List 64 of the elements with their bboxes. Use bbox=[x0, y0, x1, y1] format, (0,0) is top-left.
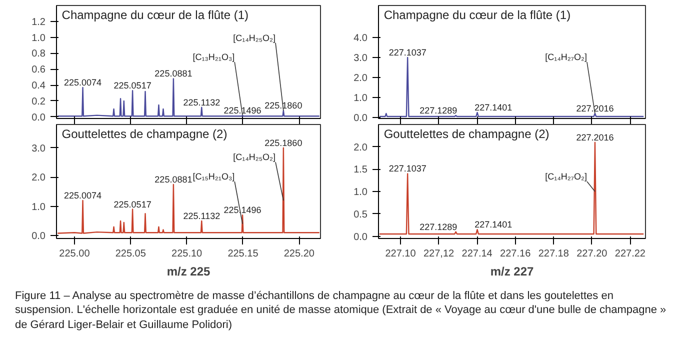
annotation: [C₁₄H₂₇O₂] bbox=[545, 52, 587, 62]
x-tick-label: 227.10 bbox=[385, 248, 416, 260]
annotation: 225.0517 bbox=[114, 199, 152, 210]
annotation: 225.0881 bbox=[154, 174, 192, 184]
x-tick-label: 227.16 bbox=[500, 248, 532, 260]
line-series bbox=[57, 147, 320, 234]
x-tick-label: 227.22 bbox=[614, 248, 646, 260]
x-tick-label: 227.20 bbox=[576, 248, 608, 260]
x-tick-label: 225.15 bbox=[228, 248, 259, 260]
annotation: 227.1289 bbox=[420, 106, 458, 116]
x-axis-title: m/z 225 bbox=[166, 264, 211, 278]
chart-title: Gouttelettes de champagne (2) bbox=[384, 126, 550, 141]
y-tick-label: 0.2 bbox=[32, 96, 46, 108]
y-tick-label: 2.0 bbox=[32, 172, 46, 184]
y-tick-label: 0.4 bbox=[32, 80, 46, 92]
annotation: 227.1289 bbox=[420, 222, 458, 232]
y-tick-label: 1.0 bbox=[354, 93, 368, 104]
y-tick-label: 1.0 bbox=[32, 202, 46, 213]
y-tick-label: 0.0 bbox=[354, 232, 368, 243]
annotation: 227.2016 bbox=[576, 132, 614, 142]
annotation: 225.1132 bbox=[183, 97, 220, 108]
x-tick-label: 227.18 bbox=[538, 248, 570, 260]
x-tick-label: 227.14 bbox=[462, 248, 493, 260]
annotation: 225.0517 bbox=[114, 80, 152, 91]
y-tick-label: 1.5 bbox=[354, 164, 368, 176]
y-tick-label: 3.0 bbox=[32, 143, 46, 154]
annotation: 225.0881 bbox=[154, 68, 192, 79]
x-tick-label: 225.00 bbox=[59, 248, 90, 260]
x-axis-title: m/z 227 bbox=[490, 264, 534, 278]
x-tick-label: 225.05 bbox=[115, 248, 146, 260]
annotation: [C₁₄H₂₅O₂] bbox=[233, 32, 276, 43]
y-tick-label: 1.0 bbox=[354, 187, 368, 198]
x-tick-label: 225.20 bbox=[284, 248, 315, 260]
y-tick-label: 0.5 bbox=[354, 209, 368, 220]
y-tick-label: 2.0 bbox=[354, 73, 368, 84]
caption: Figure 11 – Analyse au spectromètre de masse d’échantillons de champagne au cœur de la flûte et dans les goutelettes en suspension. L'échelle horizontale est graduée en unité de masse atomique (Extrait de « Voyage au cœur d'une bulle de champagne » de Gérard Liger-Belair et Guillaume Polidori) bbox=[15, 289, 668, 332]
annotation: 225.0074 bbox=[64, 190, 102, 200]
y-tick-label: 2.0 bbox=[354, 142, 368, 154]
annotation: [C₁₅H₂₁O₃] bbox=[192, 172, 235, 182]
annotation: 227.1401 bbox=[474, 102, 512, 112]
annotation: [C₁₄H₂₅O₂] bbox=[233, 152, 276, 162]
chart-title: Gouttelettes de champagne (2) bbox=[62, 126, 228, 141]
y-tick-label: 1.2 bbox=[32, 16, 46, 28]
annotation: 227.1037 bbox=[388, 48, 426, 58]
annotation: 225.1860 bbox=[264, 138, 302, 148]
line-series bbox=[378, 142, 644, 235]
y-tick-label: 0.0 bbox=[354, 113, 368, 124]
x-tick-label: 227,12 bbox=[423, 248, 455, 260]
annotation: 227.1401 bbox=[474, 220, 512, 230]
annotation: [C₁₃H₂₁O₃] bbox=[192, 52, 235, 62]
y-tick-label: 0.6 bbox=[32, 64, 46, 76]
chart-title: Champagne du cœur de la flûte (1) bbox=[384, 8, 571, 22]
y-tick-label: 0.0 bbox=[32, 112, 46, 124]
y-tick-label: 4.0 bbox=[354, 33, 368, 44]
annotation: [C₁₄H₂₇O₂] bbox=[545, 172, 587, 182]
y-tick-label: 0.8 bbox=[32, 48, 46, 60]
y-tick-label: 1.0 bbox=[32, 32, 46, 44]
y-tick-label: 0.0 bbox=[32, 231, 46, 242]
annotation: 225.1132 bbox=[183, 210, 220, 221]
chart-title: Champagne du cœur de la flûte (1) bbox=[62, 8, 249, 22]
annotation: 225.0074 bbox=[64, 77, 102, 88]
y-tick-label: 3.0 bbox=[354, 53, 368, 64]
x-tick-label: 225.10 bbox=[172, 248, 203, 260]
annotation: 227.1037 bbox=[388, 164, 426, 174]
